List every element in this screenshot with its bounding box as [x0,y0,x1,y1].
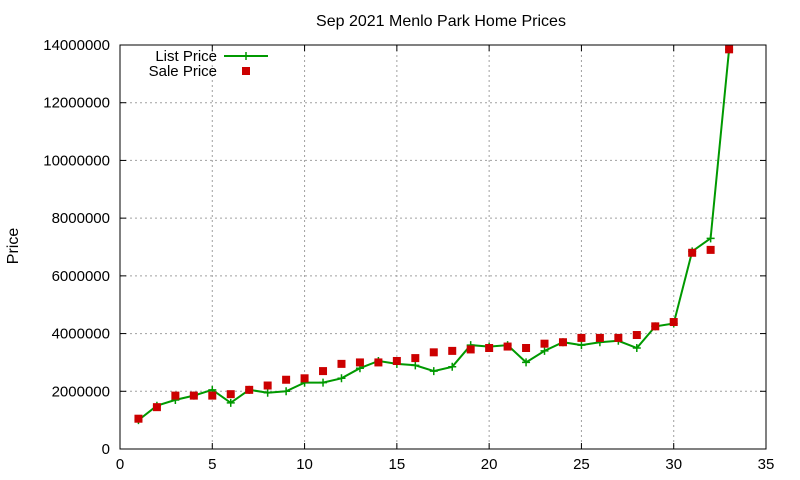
legend-marker-list-price [242,52,250,60]
y-tick-label: 10000000 [43,152,110,169]
sale-price-point [632,331,641,340]
sale-price-point [411,354,420,363]
chart-title: Sep 2021 Menlo Park Home Prices [316,13,566,30]
list-price-point [226,398,235,407]
y-axis: 0 2000000 4000000 6000000 8000000 10000000 120… [43,37,766,458]
legend: List Price Sale Price [149,48,268,80]
sale-price-point [614,333,623,342]
list-price-point [540,346,549,355]
sale-price-point [337,359,346,368]
list-price-point [448,362,457,371]
sale-price-point [171,391,180,400]
y-tick-label: 8000000 [52,210,110,227]
sale-price-point [208,391,217,400]
x-tick-label: 25 [573,456,590,473]
y-tick-label: 6000000 [52,268,110,285]
list-price-point [577,341,586,350]
sale-price-point [152,403,161,412]
x-tick-label: 30 [665,456,682,473]
x-tick-label: 20 [481,456,498,473]
legend-label-list-price: List Price [155,48,217,65]
sale-price-point [651,322,660,331]
x-tick-label: 35 [758,456,775,473]
list-price-point [319,378,328,387]
y-tick-label: 0 [102,441,110,458]
list-price-point [706,234,715,243]
sale-price-point [319,367,328,376]
sale-price-point [245,385,254,394]
grid [120,45,766,449]
sale-price-point [669,318,678,327]
list-price-point [411,361,420,370]
y-tick-label: 14000000 [43,37,110,54]
list-price-point [263,388,272,397]
sale-price-point [374,358,383,367]
plot-area [134,45,734,425]
sale-price-point [577,333,586,342]
list-price-point [429,367,438,376]
sale-price-point [466,345,475,354]
list-price-point [337,374,346,383]
sale-price-point [522,344,531,352]
sale-price-point [300,374,309,383]
sale-price-point [725,45,734,54]
sale-price-point [263,381,272,390]
x-tick-label: 10 [296,456,313,473]
sale-price-point [282,375,291,384]
sale-price-point [134,414,143,423]
legend-label-sale-price: Sale Price [149,63,217,80]
x-axis: 0 5 10 15 20 25 30 35 [116,45,775,473]
plot-frame [119,44,767,450]
x-tick-label: 0 [116,456,124,473]
list-price-point [632,344,641,352]
series-line-list-price [137,49,731,421]
y-axis-label: Price [5,228,22,265]
sale-price-point [595,333,604,342]
y-tick-label: 12000000 [43,95,110,112]
y-tick-label: 2000000 [52,383,110,400]
legend-marker-sale-price [242,67,250,75]
sale-price-point [688,248,697,257]
x-tick-label: 5 [208,456,216,473]
sale-price-point [226,390,235,399]
sale-price-point [485,344,494,352]
sale-price-point [355,358,364,367]
sale-price-point [706,245,715,254]
sale-price-point [540,339,549,348]
sale-price-point [189,391,198,400]
sale-price-point [558,338,567,347]
list-price-point [522,358,531,367]
sale-price-point [392,356,401,365]
x-tick-label: 15 [389,456,406,473]
sale-price-point [503,342,512,351]
y-tick-label: 4000000 [52,326,110,343]
list-price-point [282,387,291,396]
sale-price-point [429,348,438,357]
sale-price-point [448,346,457,355]
